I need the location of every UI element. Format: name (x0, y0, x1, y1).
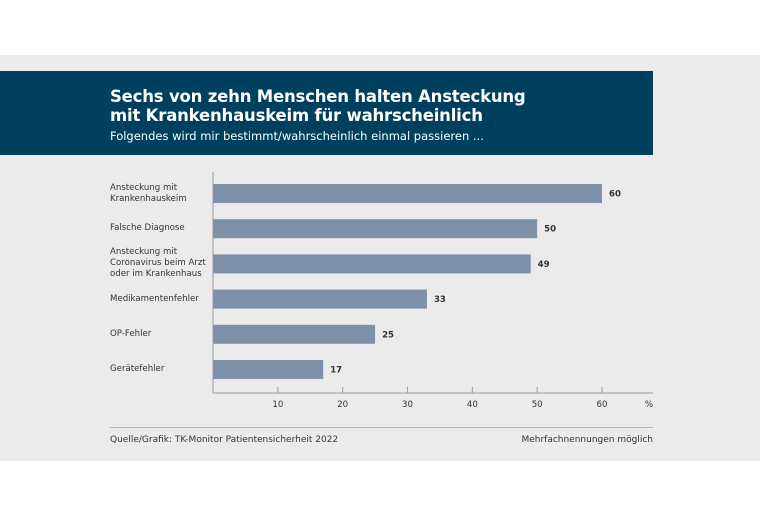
x-tick-label: 30 (402, 400, 413, 410)
header-banner: Sechs von zehn Menschen halten Ansteckun… (0, 71, 653, 155)
source-note: Quelle/Grafik: TK-Monitor Patientensiche… (110, 435, 339, 445)
x-unit-label: % (645, 400, 653, 410)
footer-divider (110, 427, 653, 428)
data-label: 49 (538, 260, 550, 270)
bar (213, 254, 531, 274)
bar (213, 219, 538, 239)
data-label: 17 (330, 366, 342, 376)
chart-subtitle: Folgendes wird mir bestimmt/wahrscheinli… (110, 129, 484, 143)
category-label: Falsche Diagnose (110, 223, 185, 234)
x-tick-label: 40 (467, 400, 478, 410)
category-label: Gerätefehler (110, 364, 165, 374)
data-label: 50 (544, 225, 556, 235)
data-label: 60 (609, 190, 621, 200)
data-label: 25 (382, 330, 394, 340)
multiple-answers-note: Mehrfachnennungen möglich (521, 435, 653, 445)
bar (213, 324, 376, 344)
category-label: Ansteckung mit Krankenhauskeim (110, 182, 187, 204)
x-tick-label: 20 (337, 400, 348, 410)
data-label: 33 (434, 295, 446, 305)
bar (213, 289, 427, 309)
chart-title: Sechs von zehn Menschen halten Ansteckun… (110, 87, 526, 125)
category-label: Medikamentenfehler (110, 293, 199, 304)
x-tick-label: 10 (272, 400, 283, 410)
x-tick-label: 50 (532, 400, 543, 410)
x-tick-label: 60 (597, 400, 608, 410)
bar (213, 184, 602, 203)
bar (213, 360, 324, 379)
category-label: Ansteckung mit Coronavirus beim Arzt ode… (110, 247, 206, 280)
category-label: OP-Fehler (110, 328, 152, 339)
